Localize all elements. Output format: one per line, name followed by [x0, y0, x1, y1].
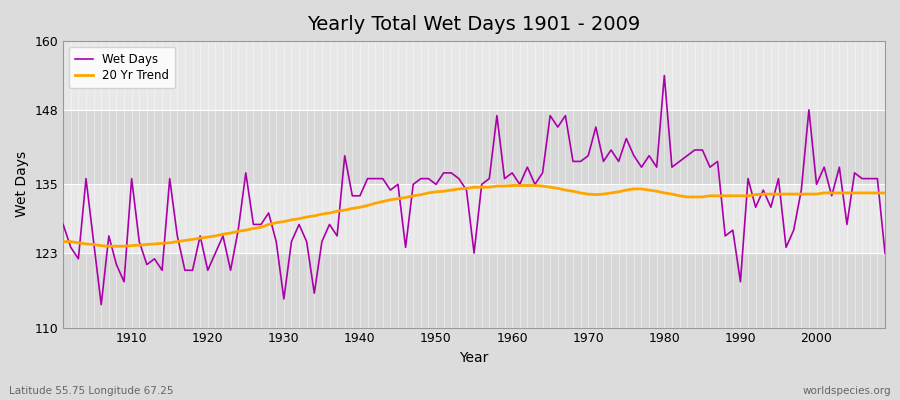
Line: Wet Days: Wet Days [63, 76, 885, 305]
Wet Days [606, 148, 616, 152]
X-axis label: Year: Year [459, 351, 489, 365]
Bar [63, 41, 885, 110]
Bar [63, 253, 885, 328]
20 Yr Trend [879, 190, 890, 195]
Legend: Wet Days, 20 Yr Trend: Wet Days, 20 Yr Trend [69, 47, 175, 88]
Wet Days [659, 73, 670, 78]
Wet Days [339, 153, 350, 158]
20 Yr Trend [613, 189, 624, 194]
Text: worldspecies.org: worldspecies.org [803, 386, 891, 396]
Wet Days [514, 182, 525, 187]
Line: 20 Yr Trend: 20 Yr Trend [63, 186, 885, 246]
Bar [63, 184, 885, 253]
20 Yr Trend [58, 239, 68, 244]
Y-axis label: Wet Days: Wet Days [15, 151, 29, 218]
20 Yr Trend [126, 243, 137, 248]
Wet Days [126, 176, 137, 181]
Wet Days [293, 222, 304, 227]
20 Yr Trend [104, 244, 114, 249]
Wet Days [879, 251, 890, 256]
Wet Days [58, 222, 68, 227]
Bar [63, 110, 885, 184]
20 Yr Trend [339, 208, 350, 212]
20 Yr Trend [293, 216, 304, 221]
Wet Days [95, 302, 106, 307]
Title: Yearly Total Wet Days 1901 - 2009: Yearly Total Wet Days 1901 - 2009 [308, 15, 641, 34]
20 Yr Trend [507, 183, 517, 188]
Wet Days [507, 170, 517, 175]
20 Yr Trend [522, 183, 533, 188]
Text: Latitude 55.75 Longitude 67.25: Latitude 55.75 Longitude 67.25 [9, 386, 174, 396]
20 Yr Trend [514, 183, 525, 188]
